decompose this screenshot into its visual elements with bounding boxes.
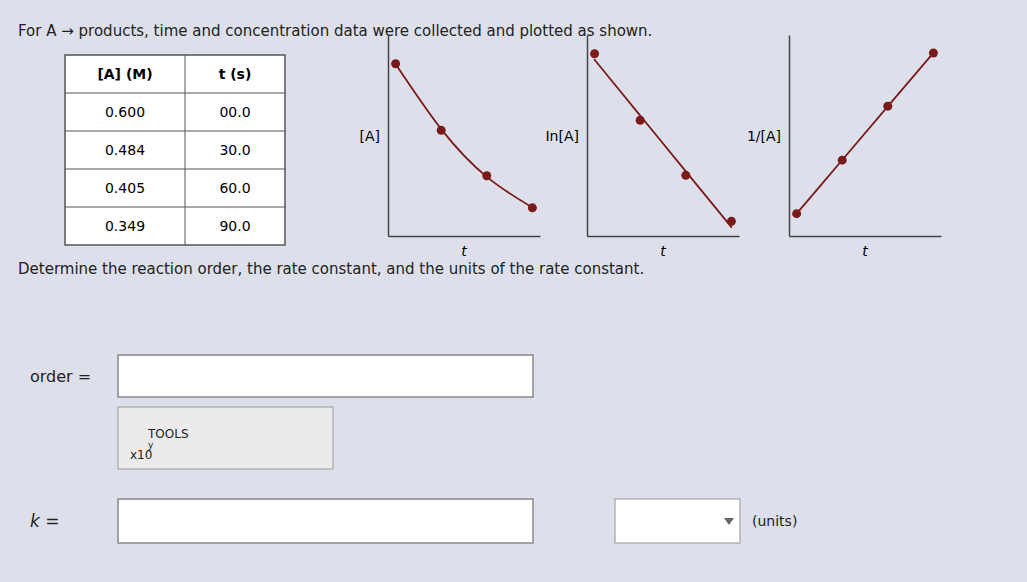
marks — [792, 49, 938, 219]
plot: [A] t — [359, 36, 540, 260]
plot: In[A] t — [545, 36, 739, 260]
axis-line — [388, 36, 390, 237]
table-header: [A] (M) — [97, 66, 152, 82]
marks — [391, 59, 537, 212]
data-point — [590, 49, 599, 58]
x-axis-title: t — [461, 243, 467, 259]
table-border — [65, 55, 285, 245]
x-axis — [389, 236, 541, 237]
annotation: order = — [30, 367, 91, 386]
marks — [590, 49, 736, 227]
table-cell: 60.0 — [219, 180, 250, 196]
table-row-line — [65, 169, 285, 170]
annotation: x10 — [130, 448, 152, 462]
x-axis — [588, 236, 740, 237]
x-axis-title: t — [862, 243, 868, 259]
page: For A → products, time and concentration… — [0, 0, 1027, 582]
table-cell: 00.0 — [219, 104, 250, 120]
table-row-line — [65, 131, 285, 132]
axis-line — [588, 236, 740, 238]
order-input[interactable] — [118, 355, 533, 397]
axis-line — [789, 36, 791, 237]
annotation: Determine the reaction order, the rate c… — [18, 260, 644, 278]
dropdown-arrow — [724, 518, 734, 525]
axis-line — [587, 36, 589, 237]
y-axis — [587, 36, 588, 237]
units-dropdown[interactable] — [615, 499, 740, 543]
table-header: t (s) — [219, 66, 252, 82]
table-cell: 0.484 — [105, 142, 145, 158]
x-axis-title: t — [660, 243, 666, 259]
tools-box[interactable] — [118, 407, 333, 469]
y-axis-title: 1/[A] — [747, 128, 781, 144]
table-cell: 0.600 — [105, 104, 145, 120]
table-cell: 0.405 — [105, 180, 145, 196]
fit-line — [797, 53, 934, 214]
x-axis — [790, 236, 942, 237]
table-column-line — [185, 55, 186, 245]
table: [A] (M) t (s) 0.600 00.0 0.484 30.0 0.405 60.0 0… — [65, 55, 285, 245]
title: For A → products, time and concentration… — [18, 22, 652, 40]
y-axis-title: [A] — [359, 128, 380, 144]
axis-line — [790, 236, 942, 238]
table-row-line — [65, 93, 285, 94]
table-cell: 0.349 — [105, 218, 145, 234]
table-cell: 90.0 — [219, 218, 250, 234]
y-axis — [789, 36, 790, 237]
annotation: TOOLS — [147, 427, 189, 441]
annotation: (units) — [752, 513, 797, 529]
axis-line — [389, 236, 541, 238]
y-axis-title: In[A] — [545, 128, 579, 144]
fit-line — [595, 60, 732, 227]
annotation: k = — [30, 511, 60, 531]
plot: 1/[A] t — [747, 36, 942, 260]
k-input[interactable] — [118, 499, 533, 543]
fit-line — [396, 64, 533, 207]
y-axis — [388, 36, 389, 237]
table-row-line — [65, 207, 285, 208]
table-cell: 30.0 — [219, 142, 250, 158]
